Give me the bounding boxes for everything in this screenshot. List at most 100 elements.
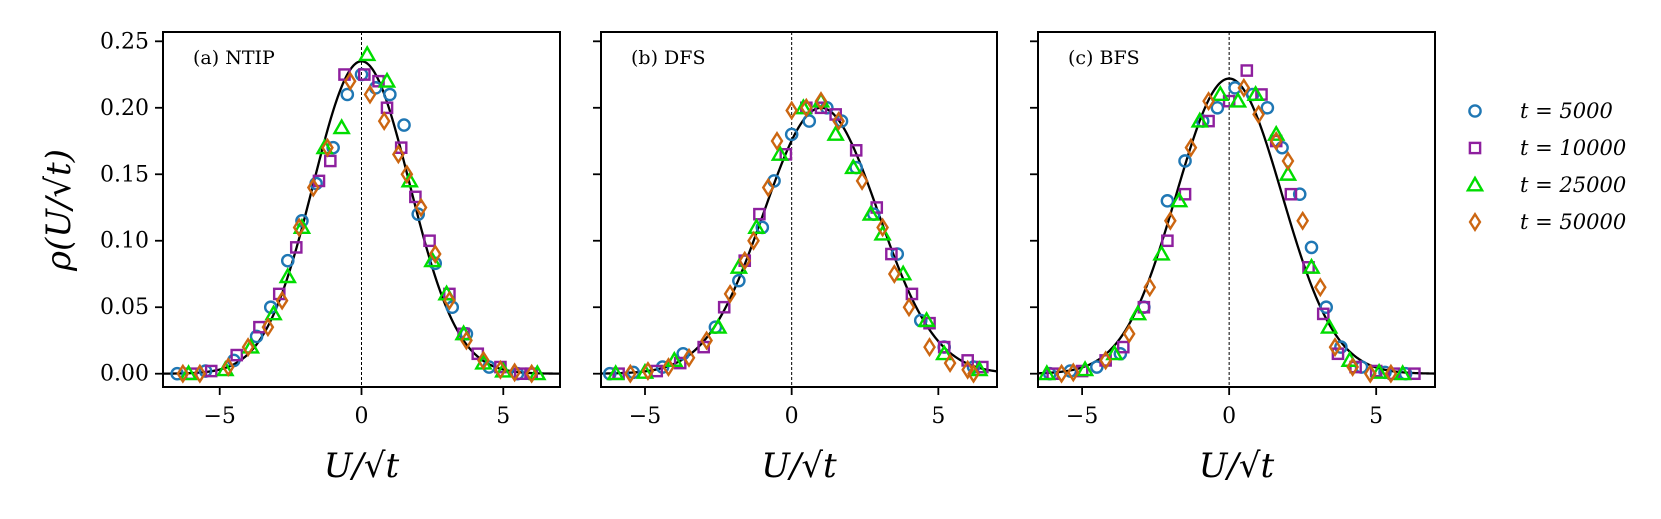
legend-marker: [1465, 175, 1485, 192]
legend-label: t = 25000: [1520, 173, 1626, 197]
data-point: [1252, 104, 1265, 125]
x-tick-label: 5: [496, 404, 510, 429]
data-point: [1105, 344, 1124, 361]
legend-marker: [1468, 141, 1482, 155]
data-point: [249, 329, 264, 344]
data-point: [1066, 362, 1080, 383]
data-point: [377, 111, 391, 132]
data-point: [844, 158, 863, 175]
data-point: [1296, 210, 1310, 231]
data-point: [961, 354, 974, 367]
chart-panel-2: −5 0 5 (b) DFS U/√t: [593, 31, 998, 486]
data-point: [814, 101, 828, 115]
data-point: [887, 264, 901, 284]
data-point: [1369, 362, 1389, 379]
data-point: [1316, 307, 1330, 321]
data-point: [363, 84, 377, 105]
data-point: [221, 357, 235, 378]
data-point: [332, 118, 351, 135]
data-point: [770, 144, 790, 161]
series-circle: [1042, 81, 1413, 381]
data-point: [943, 353, 957, 374]
data-point: [443, 290, 456, 311]
y-tick-label: 0.10: [100, 229, 149, 254]
data-point: [673, 356, 687, 370]
fit-curve: [600, 106, 998, 375]
data-point: [323, 154, 337, 168]
data-point: [623, 363, 637, 384]
data-point: [1334, 340, 1348, 354]
data-point: [397, 118, 411, 132]
data-point: [414, 197, 428, 218]
data-point: [738, 250, 752, 271]
data-point: [280, 253, 295, 268]
series-diamond: [623, 91, 980, 384]
data-point: [717, 300, 731, 314]
data-point: [873, 224, 892, 241]
data-point: [204, 364, 218, 378]
data-point: [1292, 187, 1307, 202]
data-point: [641, 361, 655, 382]
data-point: [1267, 124, 1286, 141]
data-point: [1178, 154, 1192, 168]
panels: 0.00 0.05 0.10 0.15 0.20 0.25 −5 0 5 (a) NTIP U/√t…: [100, 29, 1436, 486]
data-point: [700, 330, 713, 351]
data-point: [814, 91, 828, 112]
plot-frame: [600, 31, 998, 388]
x-axis-label: U/√t: [761, 446, 837, 486]
y-tick-label: 0.15: [100, 162, 149, 187]
series-triangle: [606, 91, 989, 381]
data-point: [1152, 244, 1171, 261]
data-point: [1319, 317, 1339, 334]
data-point: [1302, 257, 1321, 274]
data-point: [1210, 100, 1225, 115]
data-point: [409, 190, 422, 204]
data-point: [357, 45, 377, 62]
data-point: [1246, 84, 1265, 102]
data-point: [802, 114, 817, 128]
data-point: [1269, 131, 1283, 152]
y-axis-title: ρ(U/√t): [39, 149, 79, 272]
data-point: [1363, 363, 1377, 384]
data-point: [230, 348, 244, 362]
data-point: [428, 244, 442, 265]
data-point: [1128, 304, 1148, 321]
data-point: [383, 87, 397, 102]
data-point: [770, 131, 784, 152]
data-point: [400, 164, 414, 185]
fit-curve: [1037, 77, 1436, 375]
data-point: [1393, 364, 1412, 381]
data-point: [876, 217, 889, 238]
data-point: [665, 350, 684, 367]
data-point: [1284, 187, 1298, 201]
x-tick-label: 0: [1222, 404, 1236, 429]
data-point: [306, 177, 320, 198]
series-triangle: [1037, 84, 1412, 381]
data-point: [1169, 191, 1189, 208]
series-square: [612, 101, 989, 381]
data-point: [935, 344, 954, 361]
data-point: [216, 360, 235, 377]
data-point: [1237, 77, 1251, 98]
data-point: [241, 337, 255, 358]
data-point: [784, 127, 799, 142]
data-point: [1228, 91, 1248, 108]
data-point: [885, 247, 898, 261]
data-point: [1228, 81, 1242, 95]
data-point: [193, 363, 207, 384]
data-point: [1211, 84, 1230, 102]
data-point: [723, 283, 737, 304]
data-point: [253, 320, 266, 334]
data-point: [358, 68, 371, 81]
data-point: [1328, 337, 1342, 358]
y-axis-label: ρ(U/√t): [39, 149, 79, 272]
data-point: [391, 144, 405, 165]
data-point: [826, 124, 845, 141]
legend-label: t = 5000: [1520, 99, 1613, 123]
data-point: [278, 267, 297, 284]
data-point: [761, 177, 775, 198]
data-point: [1090, 360, 1104, 374]
data-point: [1163, 210, 1177, 231]
data-point: [176, 363, 190, 384]
